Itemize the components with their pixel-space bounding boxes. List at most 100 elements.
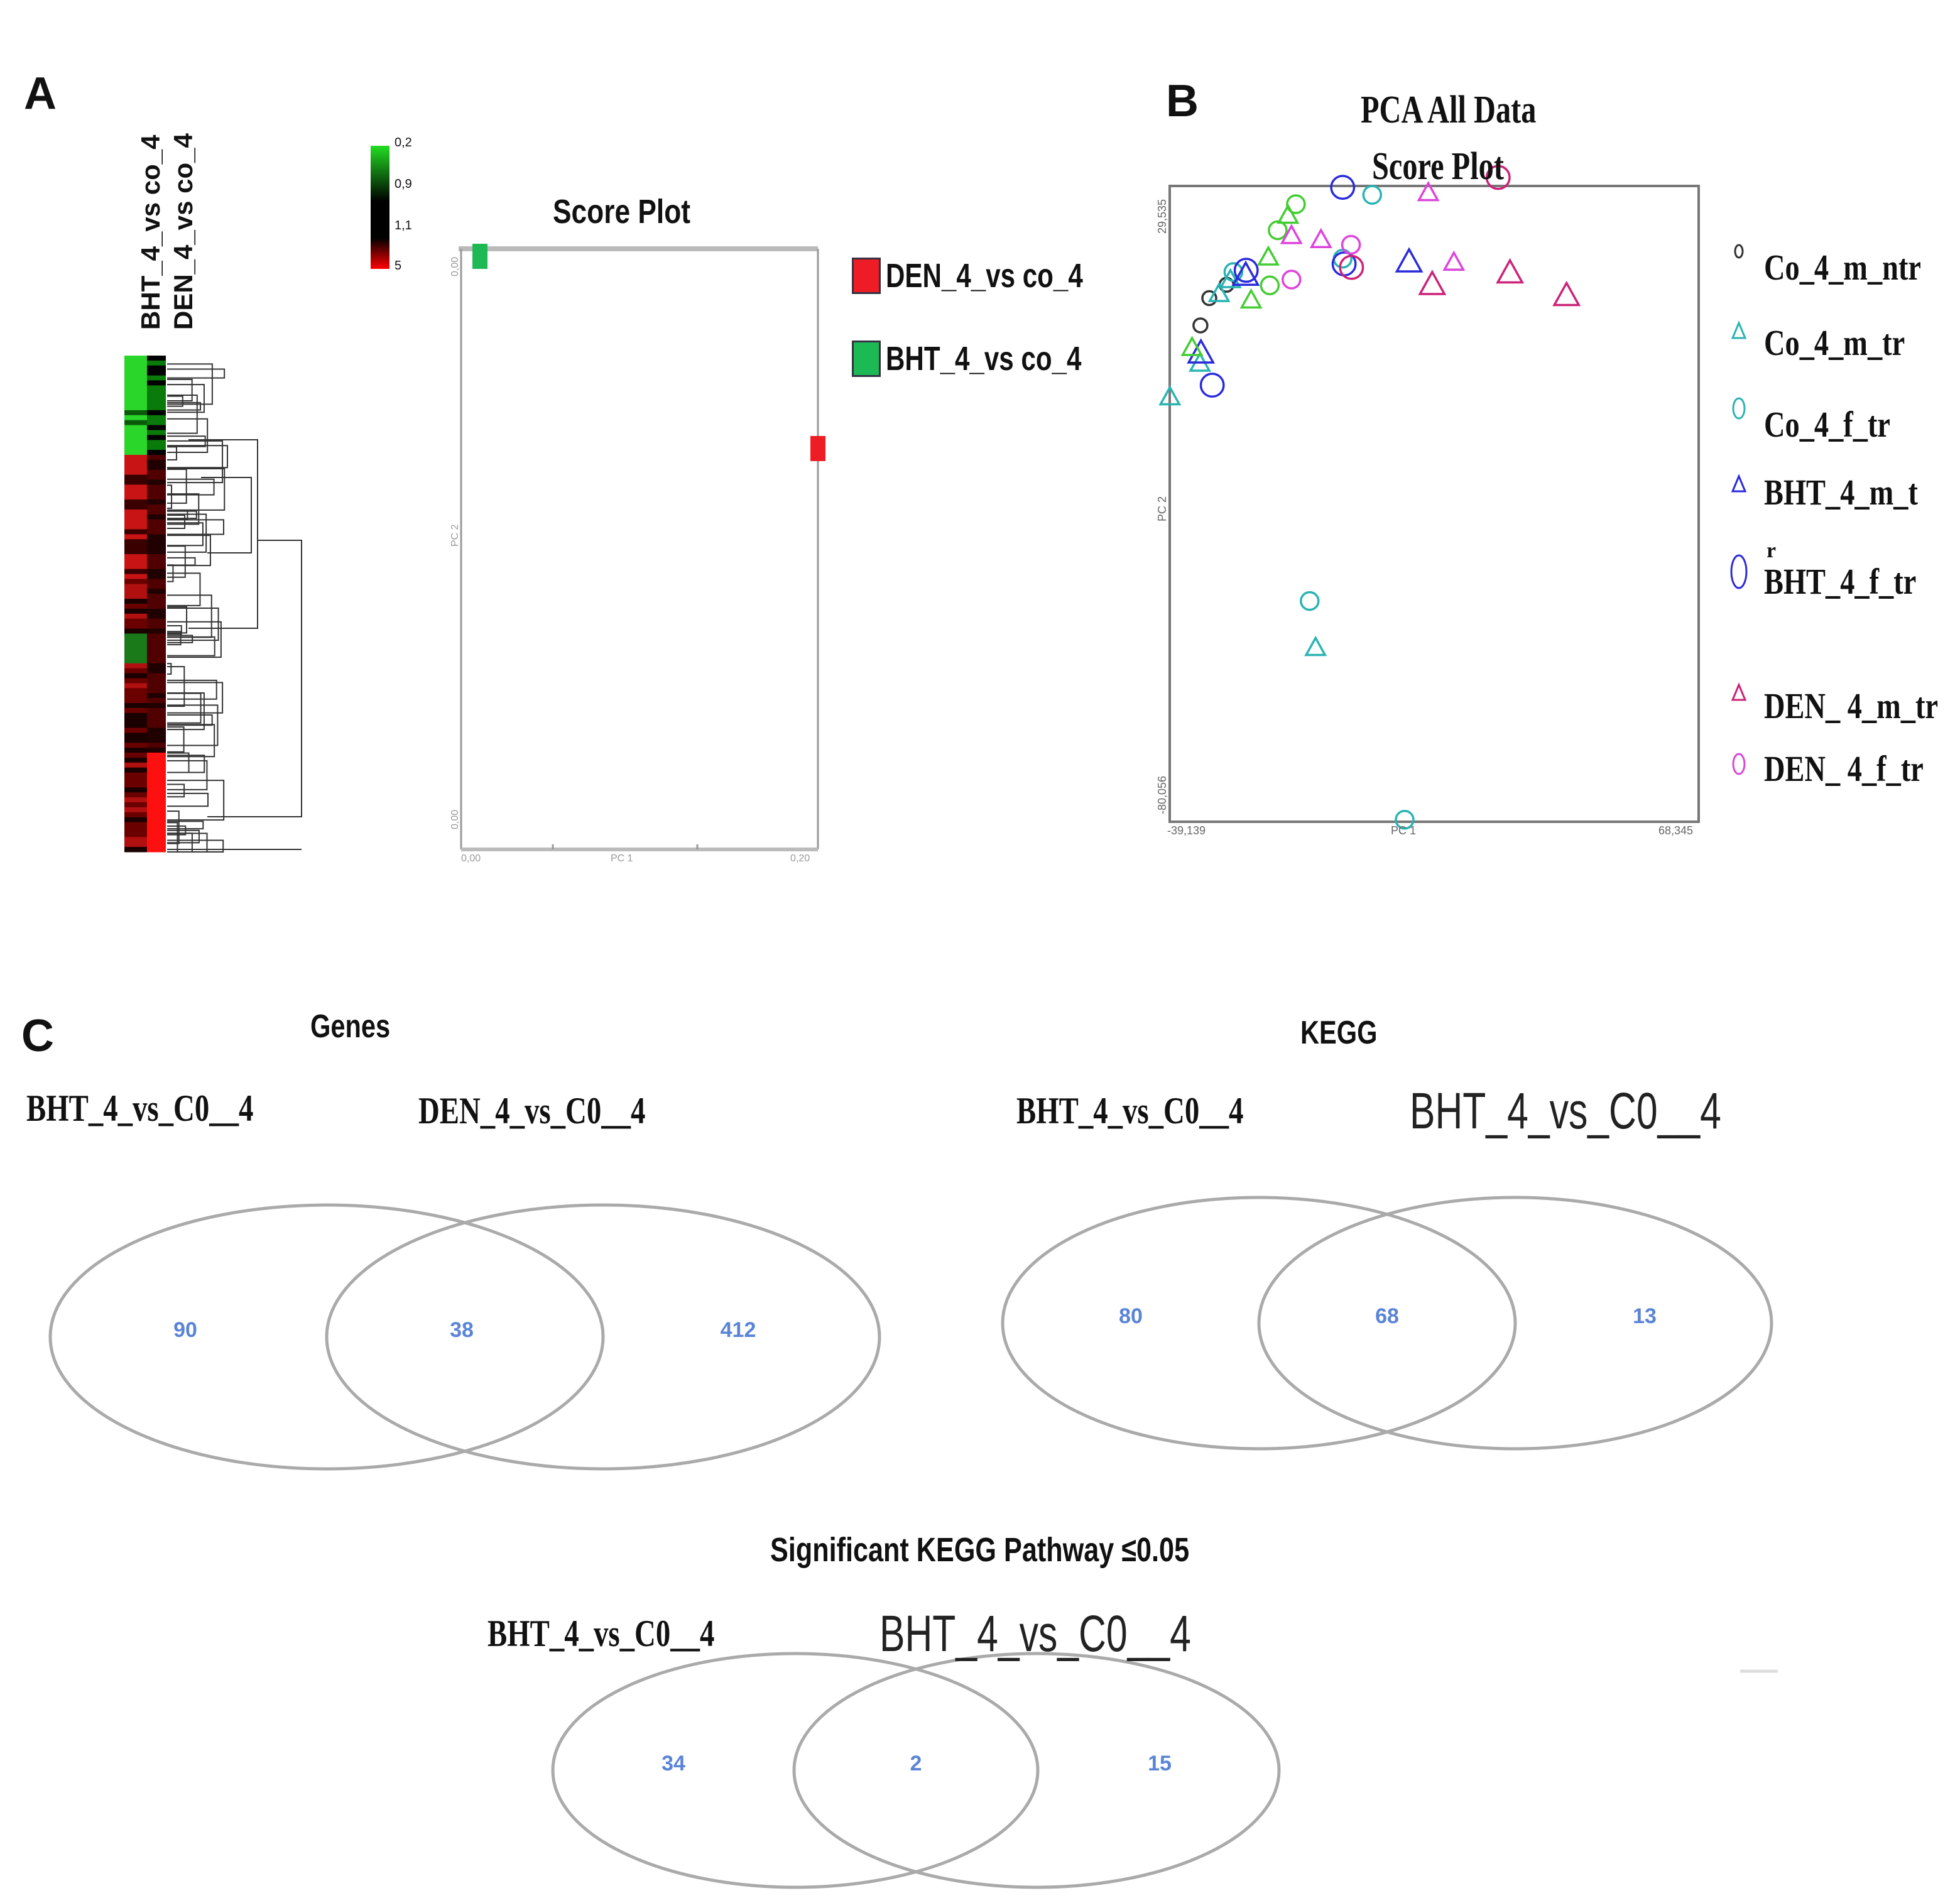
pca-legend-marker-1 [1731,320,1747,339]
score-plot-a-ytick-1: 0,00 [450,809,460,829]
heatmap-cell [147,356,166,361]
heatmap-cell [147,792,166,798]
heatmap-cell [147,440,166,445]
dendrogram-link [167,635,193,643]
dendrogram-link [167,792,209,807]
heatmap-cell [147,549,166,555]
heatmap-cell [147,827,166,832]
score-plot-a-xtick-0: 0,00 [461,853,481,864]
score-plot-a-point-1 [472,244,487,269]
heatmap-cell [124,618,147,624]
venn-sig-right: 15 [1148,1752,1172,1775]
dendrogram-link [167,384,205,413]
score-plot-a-legend-den: DEN_4_vs co_4 [852,256,1138,295]
heatmap-cell [147,683,166,689]
heatmap-cell [147,837,166,842]
dendrogram-link [167,510,197,520]
heatmap-cell [147,365,166,371]
pca-legend-label-0: Co_4_m_ntr [1764,247,1922,288]
heatmap-cell [124,703,147,709]
pca-point-1-0 [1158,384,1182,406]
heatmap-cell [124,484,147,490]
heatmap-cell [124,450,147,455]
scale-label-0: 0,2 [395,136,412,150]
heatmap-cell [147,529,166,535]
pca-point-4-3 [1330,175,1356,200]
pca-point-4-0 [1199,373,1225,398]
pca-point-7-0 [1339,254,1364,280]
dendrogram-link [167,631,182,646]
heatmap-cell [124,584,147,589]
venn-genes: 90 38 412 [48,1203,881,1471]
heatmap-cell [147,504,166,510]
heatmap-cell [124,847,147,853]
pca-point-8-2 [1417,180,1440,202]
pca-legend-marker-0 [1734,244,1744,259]
venn-genes-title: Genes [310,1008,391,1045]
heatmap-cell [124,772,147,778]
heatmap-cell [147,757,166,763]
heatmap-cell [147,375,166,381]
heatmap-cell [124,579,147,584]
dendrogram-link [167,682,224,714]
pca-legend-marker-5 [1731,682,1747,701]
heatmap-cell [124,842,147,848]
pca-legend-label-4: BHT_4_f_tr [1764,561,1917,602]
heatmap-cell [124,782,147,788]
heatmap-cell [147,459,166,466]
pca-legend-label-1: Co_4_m_tr [1764,322,1905,363]
venn-kegg-left-label: BHT_4_vs_C0__4 [1016,1090,1244,1131]
heatmap-cell [124,693,147,699]
heatmap-cell [124,430,147,435]
heatmap-cell [147,380,166,386]
heatmap-cell [124,827,147,832]
heatmap-cell [147,767,166,773]
heatmap-cell [124,360,147,366]
venn-kegg-title: KEGG [1300,1015,1378,1051]
dendrogram-link [167,484,173,509]
pca-legend-stray-r: r [1767,539,1777,562]
dendrogram-link [167,822,178,853]
pca-point-9-0 [1282,270,1302,290]
heatmap-cell [147,608,166,614]
heatmap-cell [124,658,147,664]
heatmap-cell [147,584,166,589]
dendrogram-link [167,557,196,566]
venn-significant: 34 2 15 [551,1652,1281,1889]
pca-point-2-3 [1300,591,1320,611]
heatmap-cell [147,648,166,654]
pca-legend-marker-3 [1731,474,1747,493]
legend-bht-label: BHT_4_vs co_4 [886,340,1082,378]
heatmap-cell [124,817,147,823]
heatmap-cell [124,822,147,827]
heatmap-cell [147,822,166,827]
pca-point-9-1 [1341,234,1361,255]
heatmap-cell [147,743,166,748]
dendrogram-link [167,519,225,535]
pca-point-8-0 [1280,224,1303,244]
heatmap-cells [124,356,166,853]
heatmap-cell [147,534,166,540]
heatmap-cell [124,549,147,555]
heatmap-cell [124,728,147,733]
heatmap-cell [124,738,147,743]
heatmap-cell [124,504,147,510]
heatmap-cell [147,797,166,803]
dendrogram-link [167,821,204,830]
pca-plot-frame [1168,185,1700,823]
dendrogram-link [167,564,174,582]
pca-point-3-2 [1395,247,1424,273]
heatmap-cell [147,658,166,664]
heatmap-cell [124,474,147,480]
venn-sig-title: Significant KEGG Pathway ≤0.05 [770,1531,1190,1569]
dendrogram-link [167,368,226,379]
heatmap-color-scale [371,146,389,269]
venn-kegg-right: 13 [1633,1304,1657,1328]
heatmap-cell [147,594,166,599]
dendrogram-link [167,755,205,773]
heatmap-cell [124,574,147,579]
pca-point-0-0 [1192,317,1209,334]
heatmap-cell [124,673,147,679]
heatmap-cell [124,792,147,798]
heatmap-cell [124,733,147,738]
